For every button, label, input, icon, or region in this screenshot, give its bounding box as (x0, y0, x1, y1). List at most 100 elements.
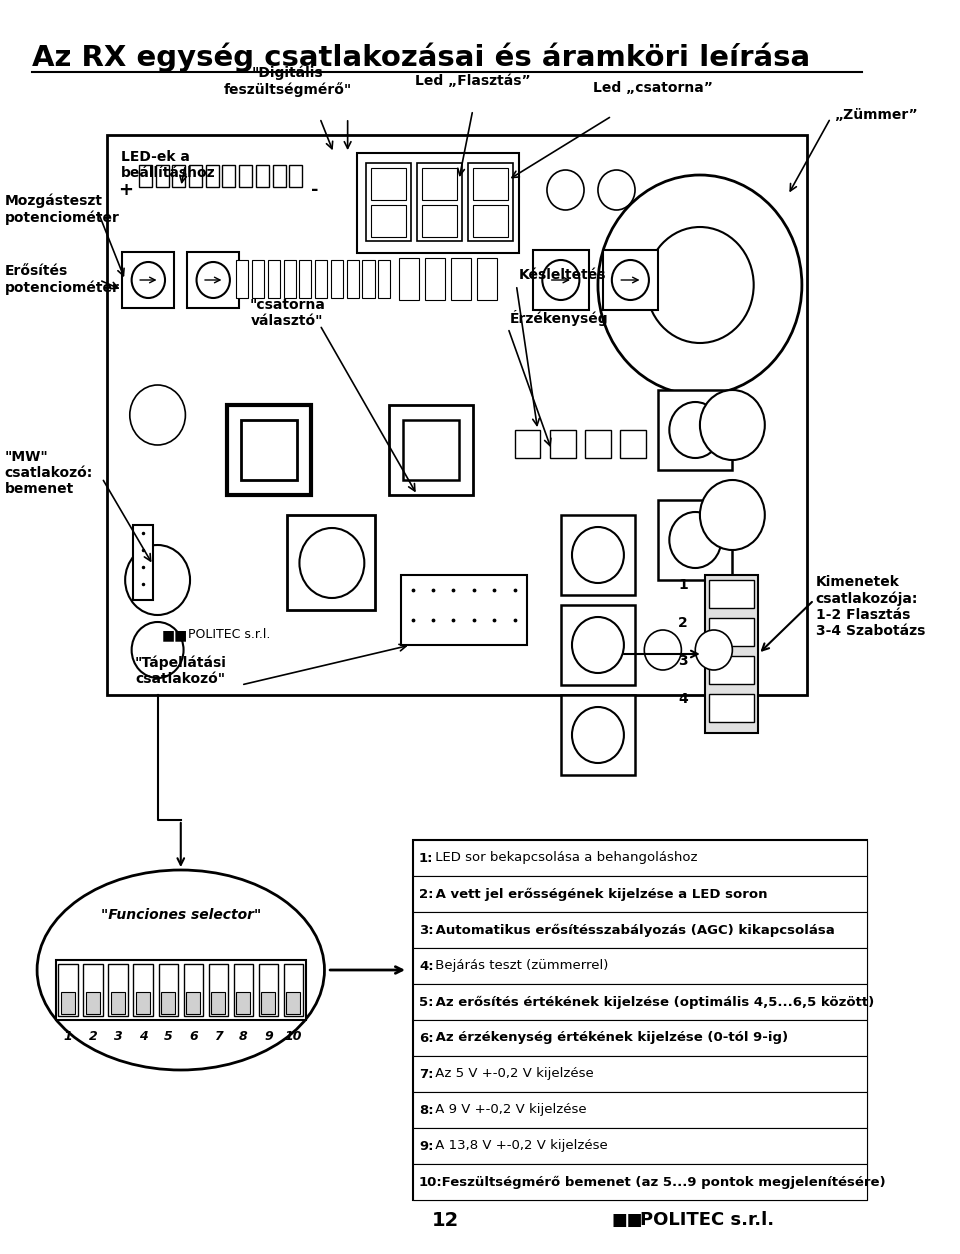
Text: LED sor bekapcsolása a behangoláshoz: LED sor bekapcsolása a behangoláshoz (431, 851, 698, 864)
Bar (252, 260, 264, 298)
Text: 8: 8 (239, 1030, 248, 1043)
Bar (287, 515, 375, 609)
Bar (241, 420, 297, 480)
Bar (256, 166, 269, 187)
Bar (413, 840, 867, 1200)
Text: 9: 9 (264, 1030, 273, 1043)
Circle shape (197, 262, 229, 298)
Bar (709, 581, 754, 608)
Bar (413, 840, 867, 877)
Text: Erősítés
potenciométer: Erősítés potenciométer (5, 265, 119, 295)
Bar (136, 992, 150, 1014)
Bar (300, 260, 311, 298)
Text: POLITEC s.r.l.: POLITEC s.r.l. (188, 628, 271, 642)
Bar (424, 258, 445, 300)
Bar (561, 515, 635, 594)
Text: Az érzékenység értékének kijelzése (0-tól 9-ig): Az érzékenység értékének kijelzése (0-tó… (431, 1032, 788, 1045)
Text: 7:: 7: (419, 1067, 434, 1081)
Bar (183, 964, 203, 1016)
Bar (132, 525, 153, 599)
Bar (421, 204, 457, 237)
Bar (659, 500, 732, 581)
Bar (158, 964, 178, 1016)
Circle shape (598, 171, 635, 209)
Bar (378, 260, 391, 298)
Bar (236, 260, 249, 298)
Bar (283, 964, 303, 1016)
Text: 4:: 4: (419, 959, 434, 973)
Text: 9:: 9: (419, 1140, 434, 1152)
Text: 1: 1 (63, 1030, 73, 1043)
Circle shape (612, 260, 649, 300)
Text: 2:: 2: (419, 888, 434, 900)
Circle shape (700, 390, 765, 460)
Bar (133, 964, 153, 1016)
Bar (239, 166, 252, 187)
Circle shape (300, 528, 365, 598)
Bar (86, 992, 100, 1014)
Text: Mozgásteszt
potenciométer: Mozgásteszt potenciométer (5, 194, 119, 226)
Text: LED-ek a
beállításhoz: LED-ek a beállításhoz (121, 150, 215, 181)
Text: Az RX egység csatlakozásai és áramköri leírása: Az RX egység csatlakozásai és áramköri l… (33, 41, 810, 71)
Text: 3:: 3: (419, 923, 434, 937)
Text: POLITEC s.r.l.: POLITEC s.r.l. (639, 1211, 774, 1229)
Text: Késleltetés: Késleltetés (519, 268, 607, 282)
Text: 5: 5 (164, 1030, 173, 1043)
Bar (561, 695, 635, 775)
Text: 3: 3 (114, 1030, 123, 1043)
Bar (413, 877, 867, 912)
Circle shape (547, 171, 584, 209)
Bar (363, 260, 374, 298)
Bar (515, 430, 540, 458)
Text: 4: 4 (139, 1030, 148, 1043)
Bar (390, 405, 472, 495)
Circle shape (700, 480, 765, 551)
Bar (585, 430, 611, 458)
Bar (413, 984, 867, 1020)
Text: "Tápellátási
csatlakozó": "Tápellátási csatlakozó" (134, 655, 227, 686)
Text: 10:: 10: (419, 1175, 443, 1189)
Bar (357, 153, 519, 253)
Bar (709, 618, 754, 646)
Text: "Digitális
feszültségmérő": "Digitális feszültségmérő" (224, 65, 351, 97)
Text: 7: 7 (214, 1030, 223, 1043)
Bar (189, 166, 203, 187)
Bar (273, 166, 285, 187)
Text: Led „csatorna”: Led „csatorna” (593, 82, 713, 95)
Circle shape (669, 403, 721, 458)
Text: Led „Flasztás”: Led „Flasztás” (415, 74, 531, 88)
Text: 2: 2 (88, 1030, 98, 1043)
Text: ■■: ■■ (612, 1211, 643, 1229)
Bar (187, 252, 239, 308)
Circle shape (572, 617, 624, 673)
Bar (413, 948, 867, 984)
Text: 10: 10 (285, 1030, 302, 1043)
Text: 6:: 6: (419, 1032, 434, 1045)
Bar (283, 260, 296, 298)
Circle shape (542, 260, 580, 300)
Bar (56, 961, 306, 1020)
Circle shape (695, 630, 732, 670)
Bar (366, 163, 411, 241)
Bar (261, 992, 276, 1014)
Text: Feszültségmérő bemenet (az 5...9 pontok megjelenítésére): Feszültségmérő bemenet (az 5...9 pontok … (437, 1175, 886, 1189)
Bar (258, 964, 278, 1016)
Text: Bejárás teszt (zümmerrel): Bejárás teszt (zümmerrel) (431, 959, 609, 973)
Bar (139, 166, 152, 187)
Bar (205, 166, 219, 187)
Bar (228, 405, 310, 495)
Text: Érzékenység: Érzékenység (510, 310, 609, 326)
Bar (401, 576, 527, 645)
Circle shape (572, 707, 624, 762)
Bar (450, 258, 471, 300)
Text: 2: 2 (678, 616, 688, 630)
Text: A vett jel erősségének kijelzése a LED soron: A vett jel erősségének kijelzése a LED s… (431, 888, 768, 900)
Bar (413, 1056, 867, 1092)
Circle shape (132, 262, 165, 298)
Bar (347, 260, 359, 298)
Text: ■■: ■■ (162, 628, 188, 642)
Text: +: + (118, 181, 132, 199)
Text: 1: 1 (678, 578, 688, 592)
Text: 12: 12 (431, 1210, 459, 1229)
Circle shape (125, 545, 190, 614)
